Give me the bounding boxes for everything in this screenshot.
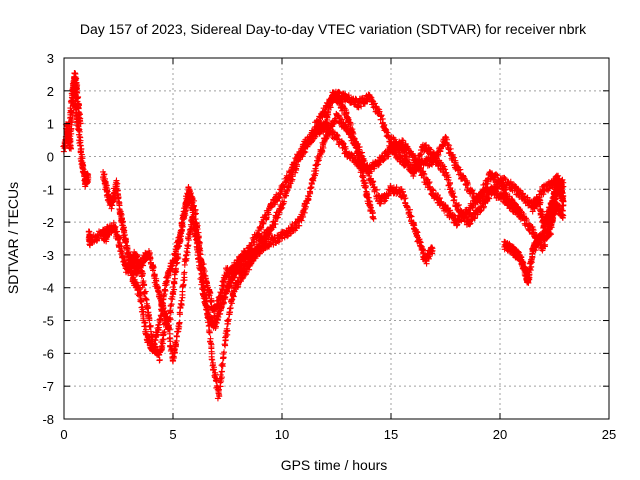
data-point bbox=[170, 353, 177, 360]
data-point bbox=[182, 252, 189, 259]
data-point bbox=[176, 319, 183, 326]
data-point bbox=[149, 333, 156, 340]
data-point bbox=[208, 298, 215, 305]
data-point bbox=[77, 120, 84, 127]
data-point bbox=[122, 238, 129, 245]
data-point bbox=[120, 226, 127, 233]
data-point bbox=[134, 252, 141, 259]
data-point bbox=[227, 305, 234, 312]
data-point bbox=[120, 254, 127, 261]
series-rise1 bbox=[225, 89, 377, 281]
data-point bbox=[68, 97, 75, 104]
data-point bbox=[155, 324, 162, 331]
data-point bbox=[67, 98, 74, 105]
data-point bbox=[132, 278, 139, 285]
data-point bbox=[219, 361, 226, 368]
data-points bbox=[60, 70, 567, 402]
data-point bbox=[219, 368, 226, 375]
data-point bbox=[166, 335, 173, 342]
data-point bbox=[141, 281, 148, 288]
data-point bbox=[186, 226, 193, 233]
data-point bbox=[71, 74, 78, 81]
data-point bbox=[108, 205, 115, 212]
data-point bbox=[117, 239, 124, 246]
data-point bbox=[118, 217, 125, 224]
data-point bbox=[139, 270, 146, 277]
data-point bbox=[162, 287, 169, 294]
chart-title: Day 157 of 2023, Sidereal Day-to-day VTE… bbox=[80, 21, 587, 37]
data-point bbox=[178, 297, 185, 304]
data-point bbox=[138, 298, 145, 305]
data-point bbox=[142, 288, 149, 295]
data-point bbox=[155, 288, 162, 295]
data-point bbox=[181, 269, 188, 276]
data-point bbox=[172, 341, 179, 348]
data-point bbox=[78, 151, 85, 158]
data-point bbox=[177, 300, 184, 307]
data-point bbox=[222, 342, 229, 349]
data-point bbox=[149, 336, 156, 343]
series-arc2 bbox=[104, 213, 275, 402]
data-point bbox=[118, 248, 125, 255]
data-point bbox=[65, 138, 72, 145]
data-point bbox=[146, 315, 153, 322]
data-point bbox=[179, 288, 186, 295]
data-point bbox=[184, 249, 191, 256]
data-point bbox=[84, 173, 91, 180]
data-point bbox=[160, 331, 167, 338]
data-point bbox=[76, 128, 83, 135]
data-point bbox=[67, 105, 74, 112]
data-point bbox=[147, 323, 154, 330]
data-point bbox=[112, 223, 119, 230]
data-point bbox=[176, 311, 183, 318]
data-point bbox=[213, 320, 220, 327]
data-point bbox=[159, 338, 166, 345]
data-point bbox=[115, 235, 122, 242]
data-point bbox=[156, 357, 163, 364]
data-point bbox=[185, 242, 192, 249]
data-point bbox=[67, 114, 74, 121]
data-point bbox=[183, 248, 190, 255]
data-point bbox=[165, 272, 172, 279]
data-point bbox=[140, 315, 147, 322]
data-point bbox=[68, 145, 75, 152]
data-point bbox=[73, 84, 80, 91]
data-point bbox=[206, 338, 213, 345]
data-point bbox=[173, 333, 180, 340]
data-point bbox=[69, 90, 76, 97]
series-early-b bbox=[62, 70, 84, 146]
data-point bbox=[77, 148, 84, 155]
data-point bbox=[68, 108, 75, 115]
data-point bbox=[121, 232, 128, 239]
data-point bbox=[161, 328, 168, 335]
data-point bbox=[209, 356, 216, 363]
series-rise4 bbox=[311, 88, 567, 211]
data-point bbox=[222, 333, 229, 340]
data-point bbox=[167, 268, 174, 275]
